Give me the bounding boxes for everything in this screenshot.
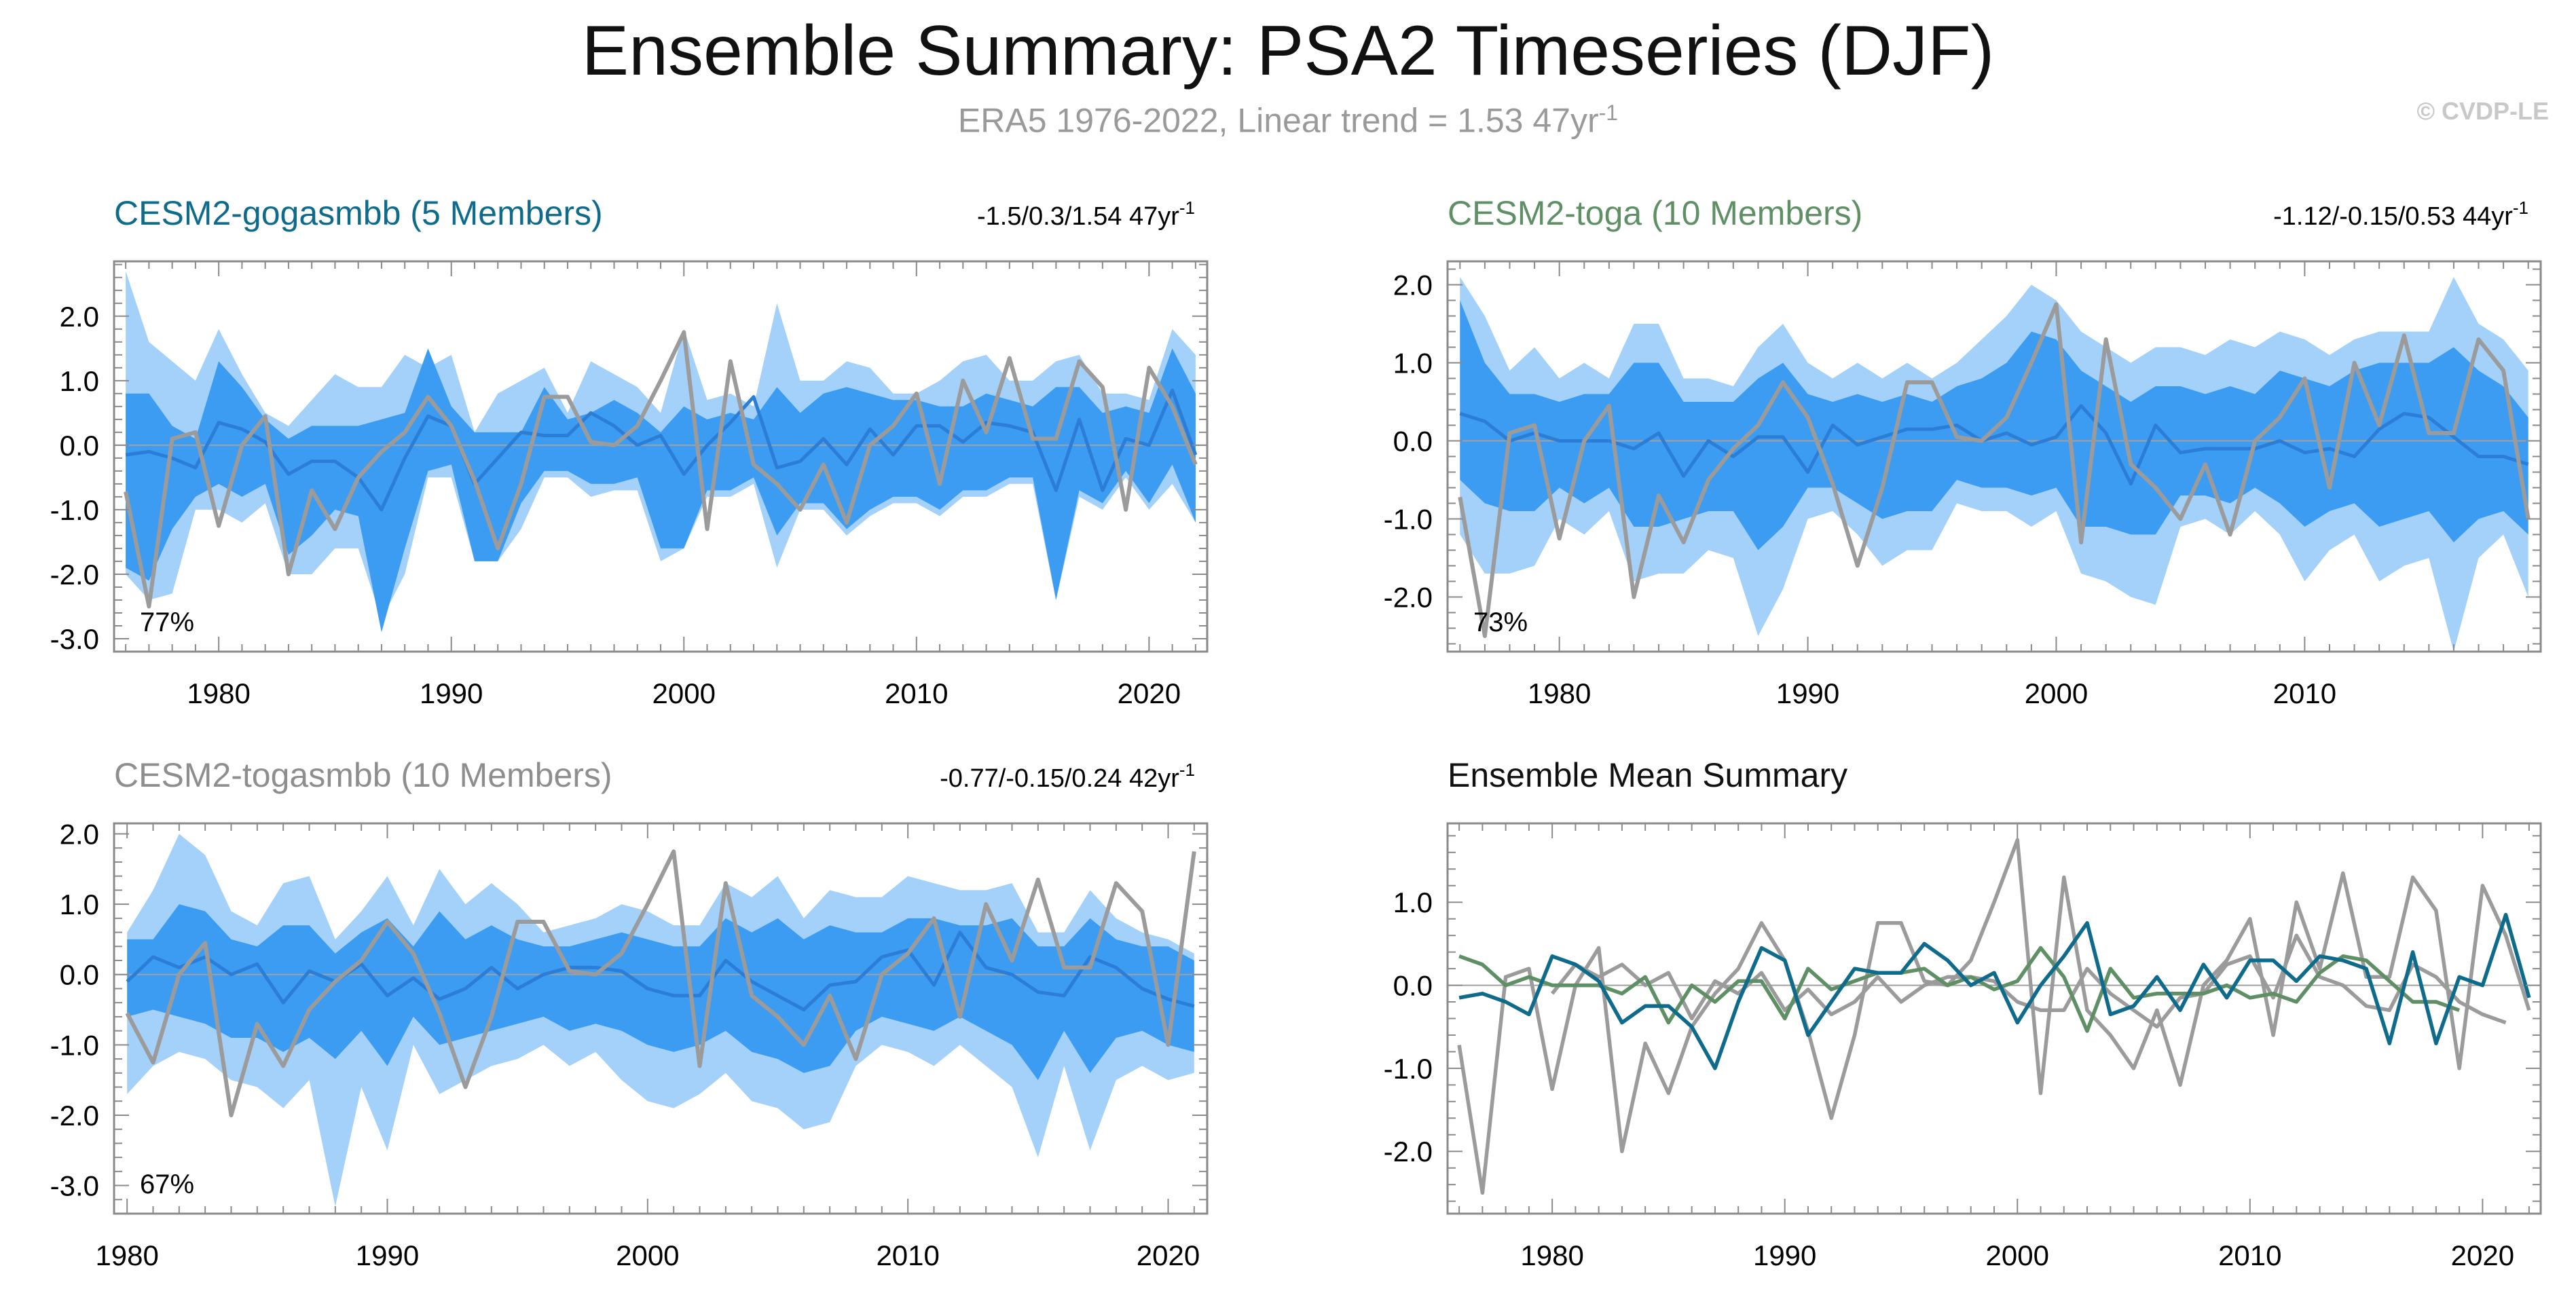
panel-title: CESM2-togasmbb (10 Members) [114, 756, 612, 794]
trend-label: -0.77/-0.15/0.24 42yr-1 [940, 760, 1195, 793]
panel-gogasmbb: CESM2-gogasmbb (5 Members) -1.5/0.3/1.54 … [50, 194, 1209, 709]
ensemble-mean-line [126, 931, 1195, 1011]
trend-label: -1.5/0.3/1.54 47yr-1 [977, 198, 1195, 231]
y-tick-label: -1.0 [1384, 504, 1433, 536]
subtitle: ERA5 1976-2022, Linear trend = 1.53 47yr… [0, 100, 2576, 141]
percent-label: 67% [140, 1170, 194, 1199]
panel-title: CESM2-toga (10 Members) [1448, 194, 1862, 232]
copyright-label: © CVDP-LE [2416, 97, 2549, 125]
inner-range-band [126, 348, 1196, 633]
y-tick-label: 1.0 [1393, 348, 1433, 379]
series-line [1457, 838, 2531, 1195]
x-tick-label: 2020 [1137, 1239, 1200, 1271]
y-tick-label: -2.0 [1384, 1136, 1433, 1167]
plot-area [1448, 277, 2541, 652]
x-tick-label: 2000 [652, 677, 716, 709]
observed-line [125, 849, 1196, 1117]
y-tick-label: 1.0 [60, 365, 99, 397]
x-tick-label: 1980 [95, 1239, 158, 1271]
ensemble-mean-line [125, 388, 1198, 512]
x-tick-label: 1990 [420, 677, 483, 709]
y-tick-label: 0.0 [1393, 426, 1433, 457]
plot-area [1448, 838, 2541, 1195]
subtitle-superscript: -1 [1598, 100, 1619, 125]
trend-value: -1.12/-0.15/0.53 44yr [2273, 202, 2513, 231]
page-title: Ensemble Summary: PSA2 Timeseries (DJF) [581, 12, 1995, 90]
x-tick-label: 2010 [2218, 1239, 2281, 1271]
y-tick-label: -3.0 [50, 623, 99, 655]
series-line [1458, 912, 2531, 1070]
panel-togasmbb: CESM2-togasmbb (10 Members) -0.77/-0.15/0… [50, 756, 1209, 1271]
series-line [1458, 946, 2461, 1033]
trend-superscript: -1 [1179, 198, 1195, 218]
percent-label: 77% [140, 608, 194, 637]
y-tick-label: -3.0 [50, 1170, 99, 1202]
x-tick-label: 2010 [2273, 677, 2336, 709]
panel-title: CESM2-gogasmbb (5 Members) [114, 194, 603, 232]
y-tick-label: -1.0 [1384, 1053, 1433, 1085]
x-tick-label: 1980 [1528, 677, 1591, 709]
plot-area [114, 834, 1207, 1207]
y-tick-label: 0.0 [60, 430, 99, 462]
observed-line [1458, 302, 2531, 638]
y-tick-label: 1.0 [1393, 886, 1433, 918]
x-tick-label: 1990 [1753, 1239, 1816, 1271]
x-tick-label: 2020 [2451, 1239, 2514, 1271]
y-tick-label: -2.0 [50, 1100, 99, 1132]
trend-superscript: -1 [1179, 760, 1195, 780]
x-tick-label: 2000 [616, 1239, 679, 1271]
ensemble-mean-line [1459, 404, 2529, 486]
y-tick-label: 1.0 [60, 889, 99, 920]
x-tick-label: 2020 [1118, 677, 1181, 709]
x-tick-label: 2010 [876, 1239, 939, 1271]
percent-label: 73% [1473, 608, 1528, 637]
panel-summary: Ensemble Mean Summary -2.0 -1.0 0.0 1.0 1980 1… [1384, 756, 2542, 1271]
x-tick-label: 2000 [1986, 1239, 2049, 1271]
x-tick-label: 1980 [187, 677, 250, 709]
y-tick-label: 2.0 [1393, 269, 1433, 301]
panel-title: Ensemble Mean Summary [1448, 756, 1847, 794]
x-tick-label: 1980 [1520, 1239, 1583, 1271]
y-tick-label: -1.0 [50, 494, 99, 526]
y-tick-label: 0.0 [1393, 970, 1433, 1002]
x-tick-label: 1990 [1776, 677, 1839, 709]
observed-line [124, 330, 1198, 609]
panel-toga: CESM2-toga (10 Members) -1.12/-0.15/0.53 … [1384, 194, 2542, 709]
x-tick-label: 1990 [356, 1239, 419, 1271]
y-tick-label: 2.0 [60, 819, 99, 851]
subtitle-text: ERA5 1976-2022, Linear trend = 1.53 47yr [957, 101, 1599, 140]
y-tick-label: -2.0 [1384, 582, 1433, 614]
inner-range-band [1460, 300, 2528, 550]
plot-frame [1446, 822, 2542, 1215]
x-tick-label: 2000 [2025, 677, 2088, 709]
x-tick-label: 2010 [885, 677, 948, 709]
y-tick-label: -2.0 [50, 559, 99, 591]
plot-area [114, 271, 1207, 633]
trend-superscript: -1 [2513, 198, 2528, 218]
trend-value: -1.5/0.3/1.54 47yr [977, 202, 1179, 231]
plot-frame [113, 822, 1209, 1215]
trend-value: -0.77/-0.15/0.24 42yr [940, 764, 1179, 793]
y-tick-label: -1.0 [50, 1029, 99, 1061]
y-tick-label: 0.0 [60, 959, 99, 991]
trend-label: -1.12/-0.15/0.53 44yr-1 [2273, 198, 2528, 231]
y-tick-label: 2.0 [60, 301, 99, 333]
